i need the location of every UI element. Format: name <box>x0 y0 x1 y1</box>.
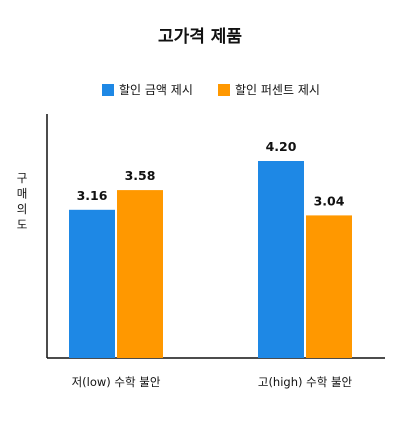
chart-title: 고가격 제품 <box>158 27 242 47</box>
bar-series-1-cat-1 <box>69 209 115 358</box>
value-label-series-1-cat-1: 3.16 <box>77 188 108 203</box>
legend-label-series-2: 할인 퍼센트 제시 <box>235 83 320 97</box>
value-label-series-2-cat-1: 3.58 <box>125 168 156 183</box>
legend: 할인 금액 제시 할인 퍼센트 제시 <box>102 83 320 97</box>
bar-series-2-cat-1 <box>117 190 163 358</box>
value-label-group: 3.16 4.20 3.58 3.04 <box>77 139 345 208</box>
bar-group <box>69 161 352 358</box>
bar-series-2-cat-2 <box>306 215 352 358</box>
legend-swatch-series-2 <box>218 84 230 96</box>
value-label-series-1-cat-2: 4.20 <box>266 139 297 154</box>
category-label-group: 저(low) 수학 불안 고(high) 수학 불안 <box>72 375 353 389</box>
bar-series-1-cat-2 <box>258 161 304 358</box>
category-label-2: 고(high) 수학 불안 <box>258 375 353 389</box>
y-axis-label: 구매의도 <box>15 172 29 234</box>
category-label-1: 저(low) 수학 불안 <box>72 375 161 389</box>
legend-swatch-series-1 <box>102 84 114 96</box>
legend-label-series-1: 할인 금액 제시 <box>119 83 193 97</box>
value-label-series-2-cat-2: 3.04 <box>314 193 345 208</box>
